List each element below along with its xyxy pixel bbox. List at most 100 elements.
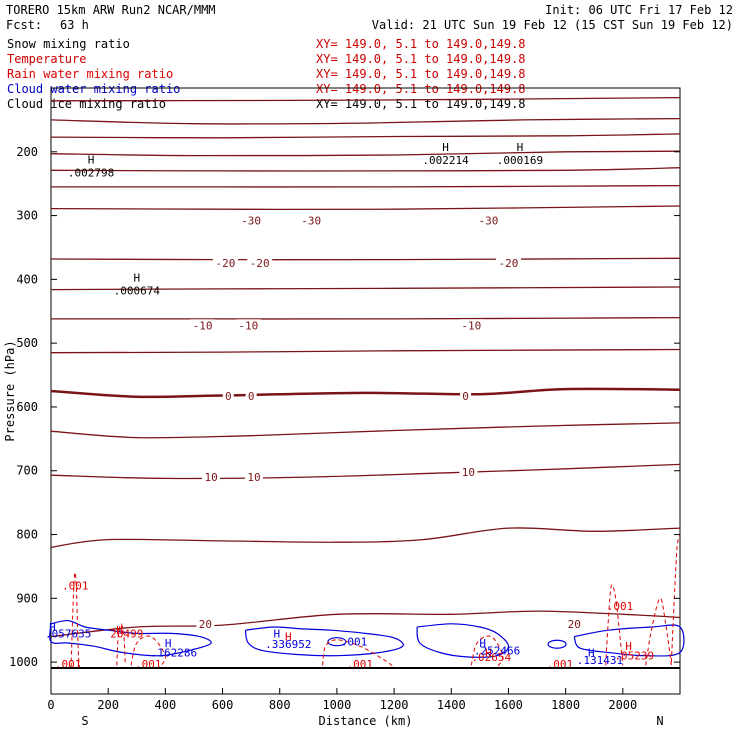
legend-xy: XY= 149.0, 5.1 to 149.0,149.8 [316, 82, 526, 96]
temperature-label-bg [222, 390, 234, 403]
rain-label: H [116, 624, 123, 637]
temperature-contour [50, 205, 681, 211]
cloud-label: .252466 [474, 645, 520, 658]
temperature-label-bg [460, 390, 472, 403]
max-marker: H [442, 141, 449, 154]
rain-label: H [285, 631, 292, 644]
rain-water-contour [645, 597, 672, 666]
legend-label: Cloud ice mixing ratio [7, 97, 166, 111]
contour-labels: -30 -30 -30 -20 -20 -20 -10 -10 -10 0 0 0 10 10 10 20 20… [45, 141, 654, 671]
rain-water-contour [116, 623, 126, 666]
x-tick-label: 1000 [322, 698, 351, 712]
x-tick-label: 600 [212, 698, 234, 712]
cloud-label: H [588, 647, 595, 660]
temperature-label: 0 [248, 390, 255, 403]
y-tick-label: 1000 [9, 655, 38, 669]
forecast-label: Fcst: [6, 18, 42, 32]
temperature-contour [50, 463, 681, 480]
max-marker: H [133, 272, 140, 285]
rain-label: 20499 [110, 627, 143, 640]
valid-time: Valid: 21 UTC Sun 19 Feb 12 (15 CST Sun … [372, 18, 733, 32]
temperature-label: 10 [247, 471, 260, 484]
rain-label: H [625, 640, 632, 653]
rain-label: .001 [62, 580, 89, 593]
cloud-water-contour [573, 624, 685, 657]
rain-label: .001 [135, 658, 162, 671]
max-marker: H [517, 141, 524, 154]
cloud-water-contour [244, 626, 404, 657]
x-tick-label: 200 [97, 698, 119, 712]
x-tick-label: 1600 [494, 698, 523, 712]
cloud-label: H [165, 637, 172, 650]
temperature-label: 20 [568, 618, 581, 631]
cloud-label: H [479, 637, 486, 650]
rain-label: H [485, 647, 492, 660]
temperature-contours [50, 96, 681, 638]
temperature-label-bg [190, 319, 216, 332]
temperature-label: 20 [199, 618, 212, 631]
max-value: .000169 [497, 154, 543, 167]
temperature-label-bg [458, 319, 484, 332]
legend-label: Snow mixing ratio [7, 37, 130, 51]
temperature-contour [50, 387, 681, 399]
temperature-label: -30 [301, 215, 321, 228]
cloud-label: H [49, 621, 56, 634]
rain-label: .001 [347, 658, 374, 671]
y-tick-label: 700 [16, 464, 38, 478]
model-title: TORERO 15km ARW Run2 NCAR/MMM [6, 3, 216, 17]
y-tick-label: 200 [16, 145, 38, 159]
temperature-contour [50, 348, 681, 354]
legend-xy: XY= 149.0, 5.1 to 149.0,149.8 [316, 37, 526, 51]
cloud-label: .336952 [265, 638, 311, 651]
temperature-contour [50, 286, 681, 291]
cloud-label: .131431 [577, 654, 623, 667]
temperature-label-bg [212, 256, 238, 269]
temperature-label-bg [244, 471, 263, 484]
temperature-label-bg [475, 214, 501, 227]
legend-label: Cloud water mixing ratio [7, 82, 180, 96]
temperature-label-bg [565, 617, 584, 630]
max-value: .000674 [114, 285, 161, 298]
init-time: Init: 06 UTC Fri 17 Feb 12 [545, 3, 733, 17]
north-label: N [656, 714, 663, 728]
temperature-contour [50, 150, 681, 157]
plot-frame [50, 87, 681, 695]
x-tick-label: 1400 [437, 698, 466, 712]
legend: Snow mixing ratio XY= 149.0, 5.1 to 149.0… [7, 37, 526, 111]
temperature-label: -20 [250, 257, 270, 270]
cloud-label: .057635 [45, 627, 91, 640]
rain-water-contour [670, 534, 681, 663]
temperature-label-bg [247, 256, 273, 269]
rain-label: .001 [607, 600, 634, 613]
temperature-label-bg [235, 319, 261, 332]
legend-label: Rain water mixing ratio [7, 67, 173, 81]
x-tick-label: 2000 [608, 698, 637, 712]
y-tick-label: 600 [16, 400, 38, 414]
cloud-label: .162286 [151, 647, 197, 660]
temperature-label-bg [238, 214, 264, 227]
temperature-label: -10 [238, 319, 258, 332]
cloud-water-contour [49, 619, 212, 657]
x-axis-title: Distance (km) [319, 714, 413, 728]
cloud-water-contour [416, 623, 510, 658]
temperature-contour [50, 257, 681, 261]
forecast-hour: 63 h [60, 18, 89, 32]
max-value: .002798 [68, 167, 114, 180]
temperature-label-bg [196, 617, 215, 630]
max-value: .002214 [422, 154, 469, 167]
temperature-label-bg [245, 390, 257, 403]
cloud-water-contour [547, 639, 567, 649]
cloud-label: .001 [341, 636, 368, 649]
rain-water-contour [470, 635, 504, 668]
rain-label: .02654 [471, 651, 511, 664]
temperature-label: -30 [241, 215, 261, 228]
y-tick-label: 900 [16, 591, 38, 605]
temperature-label: -20 [499, 257, 519, 270]
x-tick-label: 1200 [380, 698, 409, 712]
header: TORERO 15km ARW Run2 NCAR/MMM Init: 06 UT… [6, 3, 733, 32]
temperature-label-bg [495, 256, 521, 269]
temperature-label-bg [298, 214, 324, 227]
rain-water-contour [322, 639, 395, 668]
